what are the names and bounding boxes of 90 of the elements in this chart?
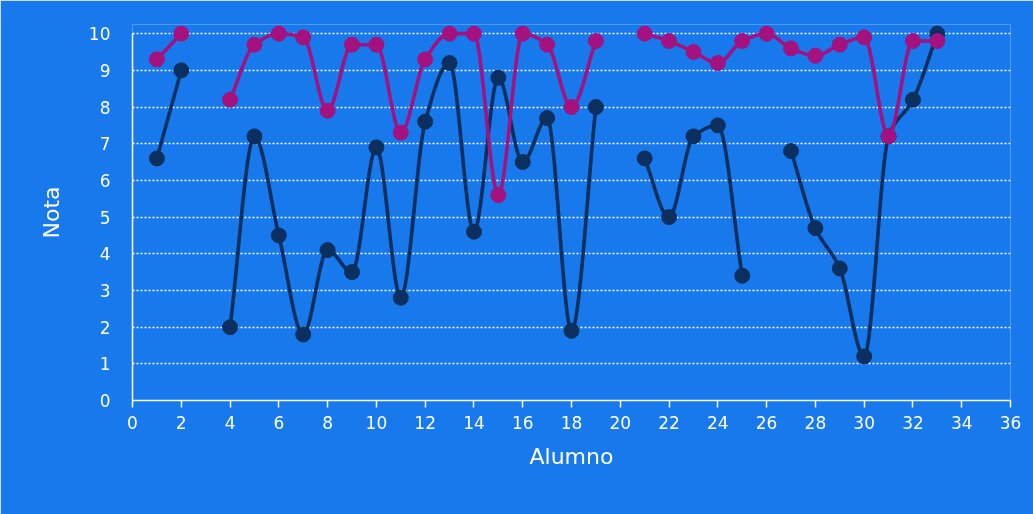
- y-tick-label: 2: [99, 317, 111, 338]
- y-tick-label: 7: [99, 134, 111, 155]
- x-tick-label: 34: [950, 412, 973, 433]
- y-axis-title: Nota: [38, 186, 64, 239]
- point: [709, 117, 726, 134]
- point: [539, 110, 556, 127]
- point: [222, 91, 239, 108]
- point: [173, 25, 190, 42]
- point: [929, 33, 946, 49]
- x-tick-label: 26: [755, 412, 778, 433]
- y-tick-label: 6: [99, 170, 111, 191]
- x-tick-label: 30: [853, 412, 875, 433]
- y-tick-label: 8: [99, 97, 111, 118]
- x-tick-label: 6: [273, 412, 285, 433]
- point: [807, 47, 824, 64]
- point: [368, 36, 385, 53]
- x-tick-label: 22: [658, 412, 680, 433]
- point: [148, 51, 165, 68]
- x-tick-label: 24: [707, 412, 729, 433]
- point: [661, 33, 678, 49]
- point: [344, 264, 360, 281]
- point: [563, 99, 580, 116]
- x-tick-label: 16: [511, 412, 534, 433]
- point: [783, 40, 799, 57]
- x-tick-label: 0: [127, 412, 138, 433]
- point: [587, 99, 604, 116]
- point: [587, 33, 604, 49]
- point: [831, 260, 848, 277]
- y-tick-label: 10: [88, 24, 111, 45]
- point: [709, 55, 726, 71]
- point: [441, 25, 458, 42]
- point: [636, 150, 653, 167]
- point: [783, 143, 799, 160]
- point: [734, 267, 751, 284]
- point: [465, 223, 482, 240]
- x-axis-title: Alumno: [529, 443, 614, 469]
- point: [246, 128, 263, 145]
- point: [563, 322, 580, 339]
- x-tick-label: 28: [804, 412, 827, 433]
- point: [417, 51, 434, 68]
- point: [904, 91, 921, 108]
- y-tick-label: 3: [99, 280, 111, 301]
- point: [514, 154, 531, 171]
- point: [807, 220, 824, 237]
- x-tick-label: 10: [365, 412, 388, 433]
- point: [856, 29, 873, 46]
- point: [392, 289, 409, 306]
- point: [734, 33, 751, 49]
- y-tick-label: 5: [99, 207, 111, 228]
- point: [270, 25, 287, 42]
- point: [148, 150, 165, 167]
- point: [465, 25, 482, 42]
- point: [392, 124, 409, 141]
- point: [758, 25, 775, 42]
- x-tick-label: 36: [999, 412, 1022, 433]
- x-tick-label: 18: [560, 412, 583, 433]
- point: [319, 102, 336, 119]
- point: [831, 36, 848, 53]
- x-tick-label: 8: [322, 412, 334, 433]
- point: [173, 62, 190, 79]
- y-tick-label: 1: [99, 354, 111, 375]
- point: [661, 209, 678, 226]
- point: [441, 55, 458, 71]
- point: [368, 139, 385, 156]
- x-tick-label: 12: [414, 412, 436, 433]
- point: [222, 319, 239, 336]
- point: [539, 36, 556, 53]
- y-tick-label: 4: [99, 244, 111, 265]
- point: [295, 326, 312, 343]
- point: [246, 36, 263, 53]
- point: [685, 44, 702, 60]
- point: [417, 113, 434, 130]
- x-tick-label: 4: [224, 412, 236, 433]
- point: [904, 33, 921, 49]
- point: [490, 187, 507, 204]
- point: [295, 29, 312, 46]
- point: [344, 36, 360, 53]
- point: [490, 69, 507, 86]
- point: [270, 227, 287, 244]
- point: [514, 25, 531, 42]
- y-tick-label: 0: [99, 391, 111, 411]
- point: [856, 348, 873, 365]
- x-tick-label: 2: [175, 412, 187, 433]
- x-tick-label: 20: [609, 412, 632, 433]
- x-tick-label: 14: [463, 412, 485, 433]
- point: [636, 25, 653, 42]
- point: [319, 242, 336, 259]
- point: [685, 128, 702, 145]
- x-tick-label: 32: [902, 412, 924, 433]
- y-tick-label: 9: [99, 60, 111, 81]
